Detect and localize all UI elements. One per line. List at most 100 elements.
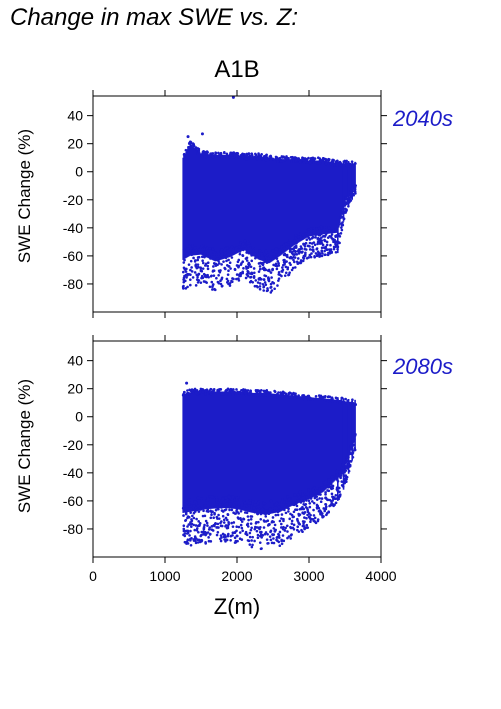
scatter-point <box>323 234 326 238</box>
scatter-point <box>302 525 306 528</box>
scatter-point <box>256 508 260 512</box>
scatter-point <box>191 244 194 248</box>
scatter-point <box>317 492 321 496</box>
scatter-point <box>186 542 190 545</box>
scatter-point <box>226 281 229 284</box>
scatter-point <box>232 252 236 255</box>
scatter-point <box>211 247 215 251</box>
scatter-point <box>309 227 313 231</box>
scatter-point <box>279 391 282 394</box>
scatter-point <box>292 253 296 256</box>
scatter-point <box>208 526 212 529</box>
scatter-point <box>338 471 342 475</box>
scatter-point <box>246 269 250 273</box>
scatter-point <box>267 541 270 545</box>
scatter-point <box>210 280 214 284</box>
scatter-point <box>332 504 335 508</box>
scatter-point <box>269 157 273 160</box>
scatter-point <box>199 267 203 270</box>
scatter-point <box>290 522 294 525</box>
scatter-point <box>305 517 308 520</box>
scatter-point <box>338 490 341 494</box>
scatter-point <box>217 253 221 256</box>
scatter-point <box>221 497 225 500</box>
scatter-point <box>250 526 253 530</box>
scatter-point <box>211 285 214 289</box>
scatter-point <box>241 271 245 275</box>
scatter-point <box>284 271 288 275</box>
scatter-point <box>242 248 245 252</box>
scatter-point <box>206 273 209 277</box>
scatter-point <box>312 501 316 505</box>
scatter-point <box>270 289 274 292</box>
chart-title: A1B <box>214 56 260 83</box>
scatter-point <box>189 543 193 547</box>
scatter-point <box>331 397 334 401</box>
scatter-point <box>189 511 192 514</box>
scatter-point <box>276 394 280 397</box>
scatter-point <box>295 156 298 160</box>
scatter-point <box>293 493 297 497</box>
scatter-point <box>264 393 267 397</box>
scatter-point <box>195 508 199 512</box>
scatter-point <box>212 262 216 265</box>
scatter-point <box>253 284 257 288</box>
scatter-point <box>280 542 284 546</box>
scatter-point <box>303 157 307 160</box>
scatter-point <box>184 270 188 273</box>
scatter-point <box>200 530 204 534</box>
scatter-point <box>208 389 211 392</box>
scatter-point <box>224 496 228 500</box>
scatter-point <box>185 276 188 279</box>
scatter-point <box>206 267 210 271</box>
scatter-point <box>302 512 306 515</box>
scatter-point <box>241 242 245 246</box>
scatter-point <box>267 277 271 281</box>
scatter-point <box>296 239 300 243</box>
scatter-point <box>262 278 266 281</box>
scatter-point <box>273 390 277 394</box>
scatter-point <box>293 256 297 259</box>
scatter-point <box>193 389 196 392</box>
scatter-point <box>292 510 296 514</box>
scatter-point <box>265 257 268 260</box>
scatter-point <box>340 228 344 232</box>
scatter-point <box>232 521 236 524</box>
scatter-point <box>223 503 227 506</box>
scatter-point <box>254 521 258 525</box>
scatter-point <box>248 531 252 535</box>
scatter-point <box>333 163 336 166</box>
scatter-point <box>227 258 230 262</box>
scatter-point <box>323 239 327 243</box>
scatter-point <box>216 522 220 526</box>
scatter-point <box>287 535 291 538</box>
scatter-point <box>245 251 248 254</box>
scatter-point <box>311 156 315 160</box>
scatter-point <box>243 244 247 248</box>
scatter-point <box>341 221 344 224</box>
scatter-point <box>270 394 274 397</box>
scatter-point <box>333 240 337 244</box>
scatter-point <box>271 533 275 537</box>
scatter-point <box>296 257 300 260</box>
scatter-point <box>211 269 215 272</box>
scatter-point <box>217 151 220 155</box>
scatter-point <box>189 140 192 144</box>
scatter-point <box>295 504 299 508</box>
scatter-point <box>279 507 283 510</box>
scatter-point <box>295 253 299 256</box>
scatter-point <box>331 229 335 232</box>
scatter-point <box>329 163 333 166</box>
scatter-point <box>224 256 228 260</box>
scatter-point <box>319 239 322 243</box>
scatter-point <box>344 201 348 204</box>
scatter-point <box>291 515 295 519</box>
scatter-point <box>204 262 208 266</box>
scatter-point <box>263 259 266 263</box>
scatter-point <box>272 394 276 398</box>
scatter-point <box>272 541 276 545</box>
scatter-point <box>182 261 186 264</box>
scatter-point <box>214 151 217 155</box>
scatter-point <box>230 508 234 512</box>
scatter-point <box>309 157 313 160</box>
